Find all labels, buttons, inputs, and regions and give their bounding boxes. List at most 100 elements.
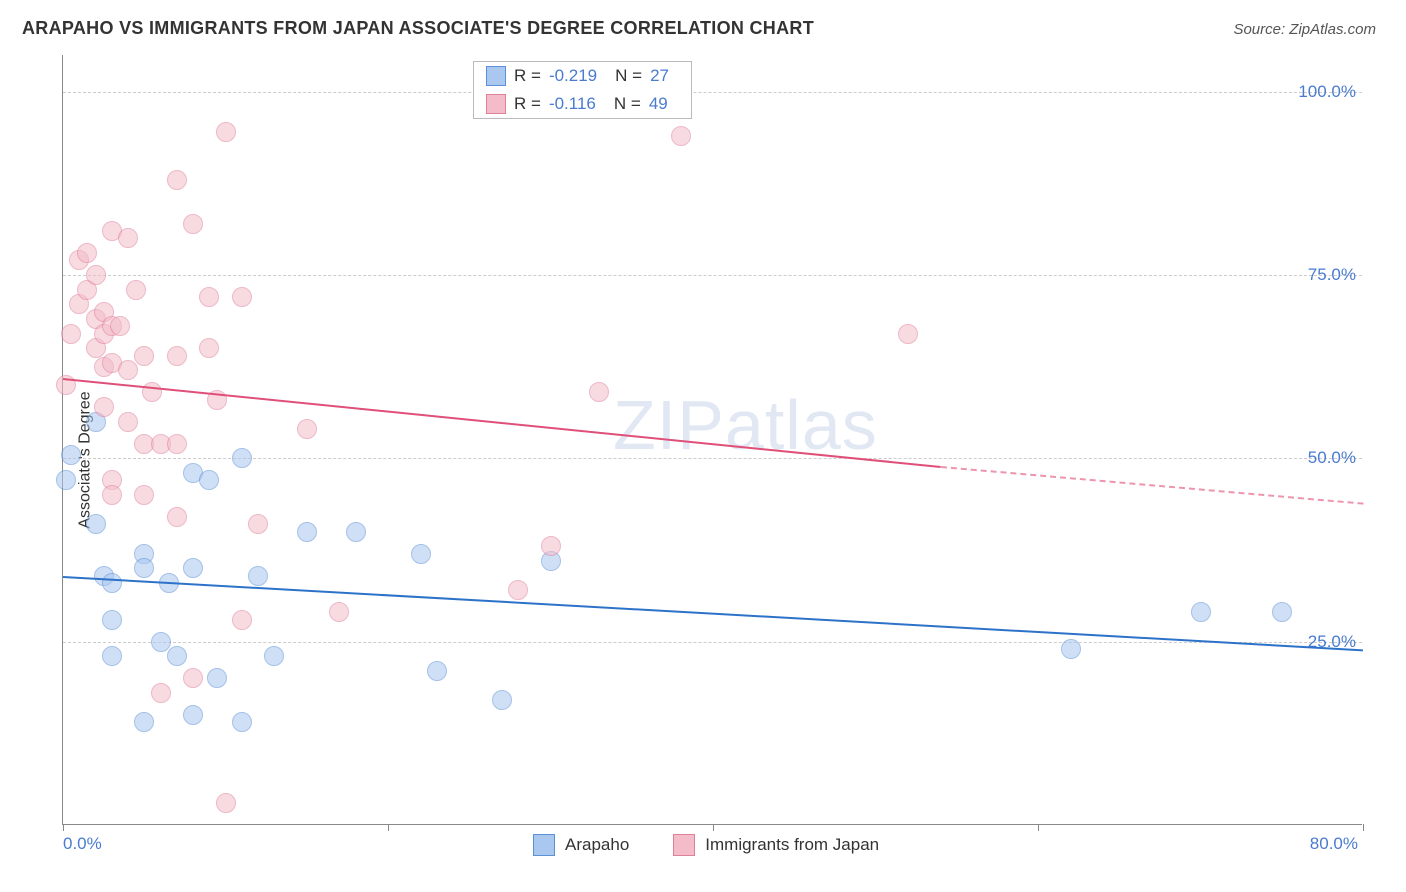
data-point xyxy=(94,397,114,417)
data-point xyxy=(61,324,81,344)
data-point xyxy=(199,287,219,307)
source-attribution: Source: ZipAtlas.com xyxy=(1233,21,1376,38)
y-tick-label: 50.0% xyxy=(1308,448,1356,468)
legend-swatch xyxy=(533,834,555,856)
data-point xyxy=(411,544,431,564)
x-tick-mark xyxy=(388,824,389,831)
data-point xyxy=(207,668,227,688)
data-point xyxy=(126,280,146,300)
data-point xyxy=(134,346,154,366)
data-point xyxy=(199,338,219,358)
data-point xyxy=(167,434,187,454)
data-point xyxy=(134,558,154,578)
data-point xyxy=(589,382,609,402)
stat-r-label: R = xyxy=(514,66,541,86)
stat-r-value: -0.116 xyxy=(549,94,596,114)
y-tick-label: 100.0% xyxy=(1298,82,1356,102)
chart-header: ARAPAHO VS IMMIGRANTS FROM JAPAN ASSOCIA… xyxy=(0,0,1406,47)
data-point xyxy=(232,448,252,468)
data-point xyxy=(492,690,512,710)
x-tick-label: 0.0% xyxy=(63,834,102,854)
data-point xyxy=(671,126,691,146)
data-point xyxy=(151,683,171,703)
watermark: ZIPatlas xyxy=(613,385,878,465)
data-point xyxy=(167,646,187,666)
data-point xyxy=(232,287,252,307)
data-point xyxy=(110,316,130,336)
data-point xyxy=(329,602,349,622)
data-point xyxy=(199,470,219,490)
data-point xyxy=(183,558,203,578)
data-point xyxy=(248,514,268,534)
data-point xyxy=(508,580,528,600)
data-point xyxy=(118,228,138,248)
data-point xyxy=(134,485,154,505)
data-point xyxy=(541,536,561,556)
series-swatch xyxy=(486,94,506,114)
stat-n-label: N = xyxy=(614,94,641,114)
x-tick-mark xyxy=(1363,824,1364,831)
stats-row: R = -0.116 N = 49 xyxy=(474,90,691,118)
chart-container: Associate's Degree ZIPatlas 25.0%50.0%75… xyxy=(22,55,1382,865)
data-point xyxy=(86,265,106,285)
data-point xyxy=(297,522,317,542)
data-point xyxy=(898,324,918,344)
stat-n-label: N = xyxy=(615,66,642,86)
data-point xyxy=(264,646,284,666)
data-point xyxy=(61,445,81,465)
data-point xyxy=(77,243,97,263)
data-point xyxy=(183,214,203,234)
chart-title: ARAPAHO VS IMMIGRANTS FROM JAPAN ASSOCIA… xyxy=(22,18,814,39)
x-tick-mark xyxy=(1038,824,1039,831)
plot-area: ZIPatlas 25.0%50.0%75.0%100.0%0.0%80.0%R… xyxy=(62,55,1362,825)
legend-label: Arapaho xyxy=(565,835,629,855)
data-point xyxy=(167,170,187,190)
x-tick-mark xyxy=(713,824,714,831)
data-point xyxy=(102,646,122,666)
data-point xyxy=(118,360,138,380)
legend-label: Immigrants from Japan xyxy=(705,835,879,855)
data-point xyxy=(151,632,171,652)
data-point xyxy=(102,610,122,630)
trend-line xyxy=(940,466,1363,505)
gridline xyxy=(63,458,1362,459)
data-point xyxy=(183,668,203,688)
stat-n-value: 27 xyxy=(650,66,669,86)
stat-r-label: R = xyxy=(514,94,541,114)
data-point xyxy=(346,522,366,542)
gridline xyxy=(63,642,1362,643)
trend-line xyxy=(63,576,1363,651)
legend-swatch xyxy=(673,834,695,856)
y-tick-label: 75.0% xyxy=(1308,265,1356,285)
x-tick-label: 80.0% xyxy=(1310,834,1358,854)
correlation-stats-box: R = -0.219 N = 27 R = -0.116 N = 49 xyxy=(473,61,692,119)
data-point xyxy=(86,514,106,534)
data-point xyxy=(248,566,268,586)
data-point xyxy=(1272,602,1292,622)
data-point xyxy=(102,573,122,593)
data-point xyxy=(427,661,447,681)
stat-n-value: 49 xyxy=(649,94,668,114)
data-point xyxy=(56,470,76,490)
data-point xyxy=(183,705,203,725)
stat-r-value: -0.219 xyxy=(549,66,597,86)
trend-line xyxy=(63,378,941,468)
stats-row: R = -0.219 N = 27 xyxy=(474,62,691,90)
data-point xyxy=(232,610,252,630)
data-point xyxy=(297,419,317,439)
data-point xyxy=(1191,602,1211,622)
data-point xyxy=(167,507,187,527)
data-point xyxy=(167,346,187,366)
data-point xyxy=(1061,639,1081,659)
data-point xyxy=(216,793,236,813)
data-point xyxy=(216,122,236,142)
gridline xyxy=(63,275,1362,276)
gridline xyxy=(63,92,1362,93)
data-point xyxy=(232,712,252,732)
data-point xyxy=(102,485,122,505)
legend: Arapaho Immigrants from Japan xyxy=(533,834,913,856)
x-tick-mark xyxy=(63,824,64,831)
data-point xyxy=(118,412,138,432)
series-swatch xyxy=(486,66,506,86)
data-point xyxy=(134,712,154,732)
